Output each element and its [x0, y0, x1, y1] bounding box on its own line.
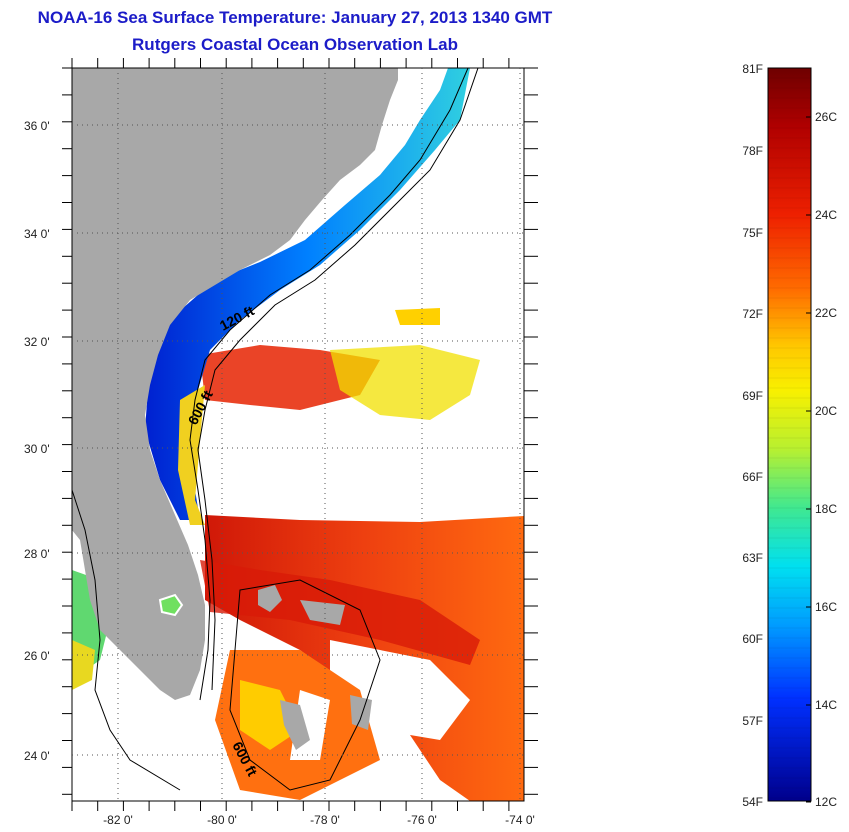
longitude-label: -74 0' [505, 813, 535, 827]
celsius-label: 22C [815, 306, 837, 320]
longitude-labels: -82 0' -80 0' -78 0' -76 0' -74 0' [103, 813, 535, 827]
fahrenheit-label: 78F [742, 144, 763, 158]
celsius-label: 26C [815, 110, 837, 124]
isobath-600ft [197, 68, 479, 691]
fahrenheit-label: 63F [742, 551, 763, 565]
celsius-label: 16C [815, 600, 837, 614]
fahrenheit-label: 81F [742, 62, 763, 76]
bahamas-island-2 [300, 600, 345, 625]
map-panel [72, 68, 524, 801]
latitude-label: 24 0' [24, 749, 50, 763]
longitude-label: -78 0' [310, 813, 340, 827]
isobath-gulf [72, 489, 181, 791]
coastal-cold-water [145, 68, 470, 520]
fahrenheit-label: 72F [742, 307, 763, 321]
fahrenheit-label: 57F [742, 714, 763, 728]
map-frame [71, 67, 525, 802]
latitude-label: 28 0' [24, 547, 50, 561]
fahrenheit-label: 60F [742, 632, 763, 646]
colorbar-gradient [768, 68, 811, 801]
offshore-yellow-patch-small [395, 308, 440, 325]
celsius-label: 24C [815, 208, 837, 222]
longitude-label: -80 0' [207, 813, 237, 827]
graticule [62, 58, 538, 811]
latitude-label: 34 0' [24, 227, 50, 241]
celsius-label: 18C [815, 502, 837, 516]
bahamas-yellow-patch [240, 680, 300, 750]
longitude-label: -76 0' [407, 813, 437, 827]
coastal-warm-edge [178, 385, 205, 525]
land-mass [72, 68, 398, 700]
isobath-bahamas [229, 579, 381, 791]
map-subtitle: Rutgers Coastal Ocean Observation Lab [132, 35, 458, 54]
map-title: NOAA-16 Sea Surface Temperature: January… [37, 8, 553, 27]
latitude-label: 36 0' [24, 119, 50, 133]
latitude-label: 30 0' [24, 442, 50, 456]
latitude-label: 26 0' [24, 649, 50, 663]
fahrenheit-label: 54F [742, 795, 763, 809]
gulf-coast-yellow [72, 640, 95, 690]
fahrenheit-label: 75F [742, 226, 763, 240]
latitude-label: 32 0' [24, 335, 50, 349]
fahrenheit-label: 69F [742, 389, 763, 403]
lake-okeechobee [158, 593, 184, 617]
latitude-labels: 36 0' 34 0' 32 0' 30 0' 28 0' 26 0' 24 0' [24, 119, 50, 763]
isobath-120ft [189, 68, 469, 701]
colorbar-frame [767, 67, 812, 802]
offshore-yellow-patches [330, 345, 480, 420]
colorbar-labels: 81F 78F 75F 72F 69F 66F 63F 60F 57F 54F 26C 24C 22C 2… [742, 62, 837, 809]
bahamas-island-3 [280, 700, 310, 750]
celsius-label: 12C [815, 795, 837, 809]
bahamas-island-1 [258, 585, 282, 612]
fahrenheit-label: 66F [742, 470, 763, 484]
celsius-label: 14C [815, 698, 837, 712]
celsius-label: 20C [815, 404, 837, 418]
bahamas-island-4 [350, 695, 372, 730]
longitude-label: -82 0' [103, 813, 133, 827]
